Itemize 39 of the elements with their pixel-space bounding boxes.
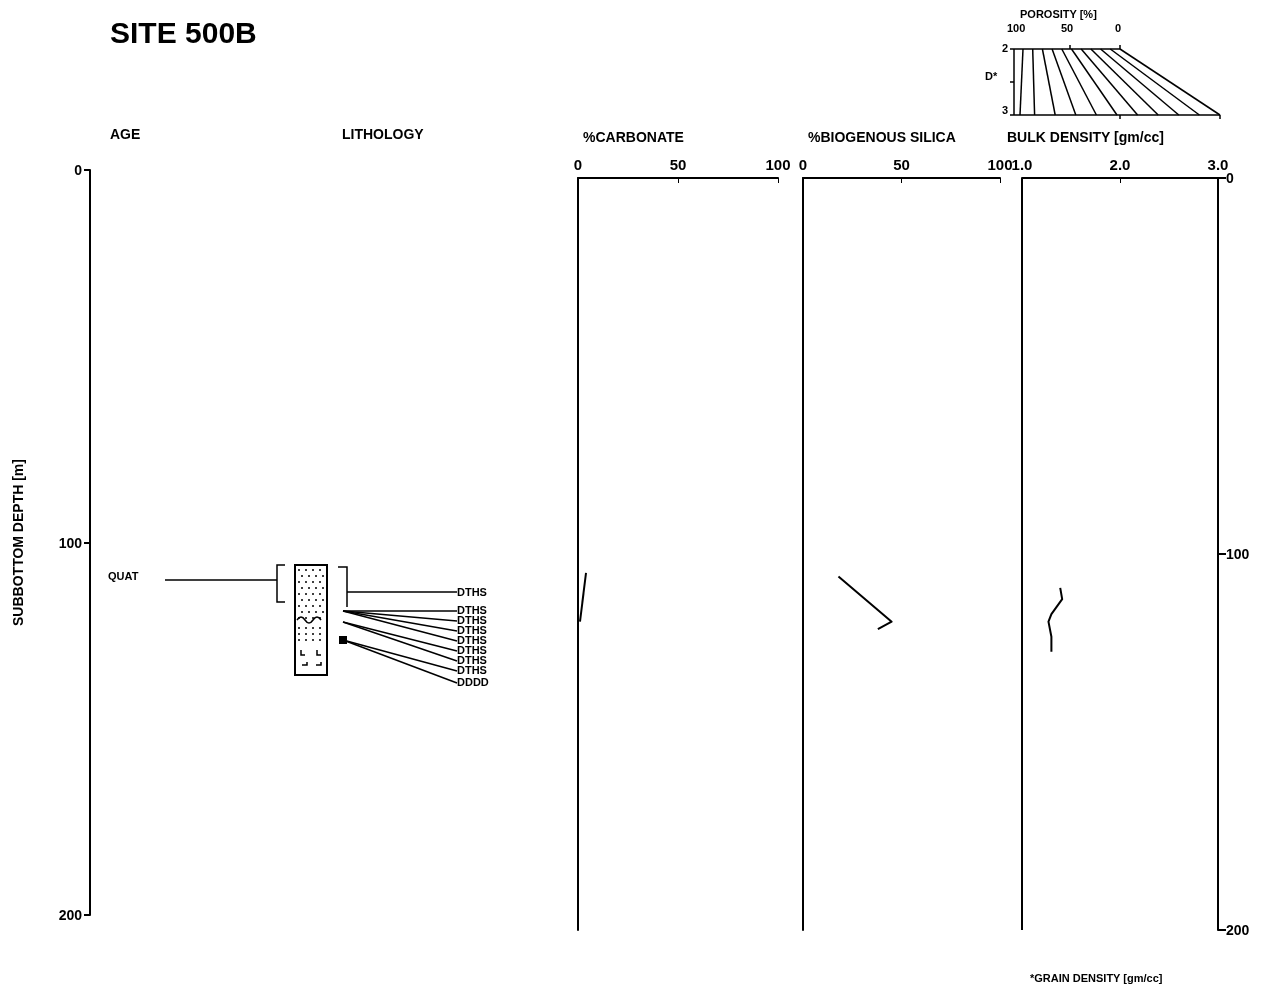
y-tick-label: 0 [1226,170,1234,186]
y-tick-label: 100 [1226,546,1250,562]
x-tick-label: 100 [765,156,791,173]
text: DTHS [457,654,487,666]
text: D* [985,70,998,82]
text: QUAT [108,570,139,582]
text: DTHS [457,586,487,598]
text: 2 [1002,42,1009,54]
x-tick-label: 50 [893,156,910,173]
x-tick-label: 50 [669,156,687,173]
chart-title: BULK DENSITY [gm/cc] [1007,129,1164,145]
chart-title: %BIOGENOUS SILICA [808,129,956,145]
x-tick-label: 2.0 [1109,156,1131,173]
text: 200 [58,907,83,923]
text: SUBBOTTOM DEPTH [m] [10,459,26,626]
text: 3 [1002,104,1009,116]
chart-title: %CARBONATE [583,129,684,145]
text: *GRAIN DENSITY [gm/cc] [1030,972,1163,984]
text: DTHS [457,634,487,646]
text: DTHS [457,644,487,656]
text: AGE [110,126,141,142]
x-tick-label: 0 [798,156,808,173]
text: 100 [58,534,83,551]
text: LITHOLOGY [342,126,424,142]
text: 50 [1061,22,1074,34]
text: SITE 500B [110,15,257,49]
x-tick-label: 1.0 [1011,156,1033,173]
text: DTHS [457,614,487,626]
text: DDDD [457,676,489,688]
text: 100 [1007,22,1026,34]
x-tick-label: 3.0 [1207,156,1229,173]
text: DTHS [457,624,487,636]
x-tick-label: 100 [987,156,1013,173]
text: DTHS [457,664,487,676]
text: 0 [1115,22,1122,34]
text: DTHS [457,604,487,616]
y-tick-label: 200 [1226,922,1250,938]
text: POROSITY [%] [1020,8,1097,20]
x-tick-label: 0 [573,156,583,173]
